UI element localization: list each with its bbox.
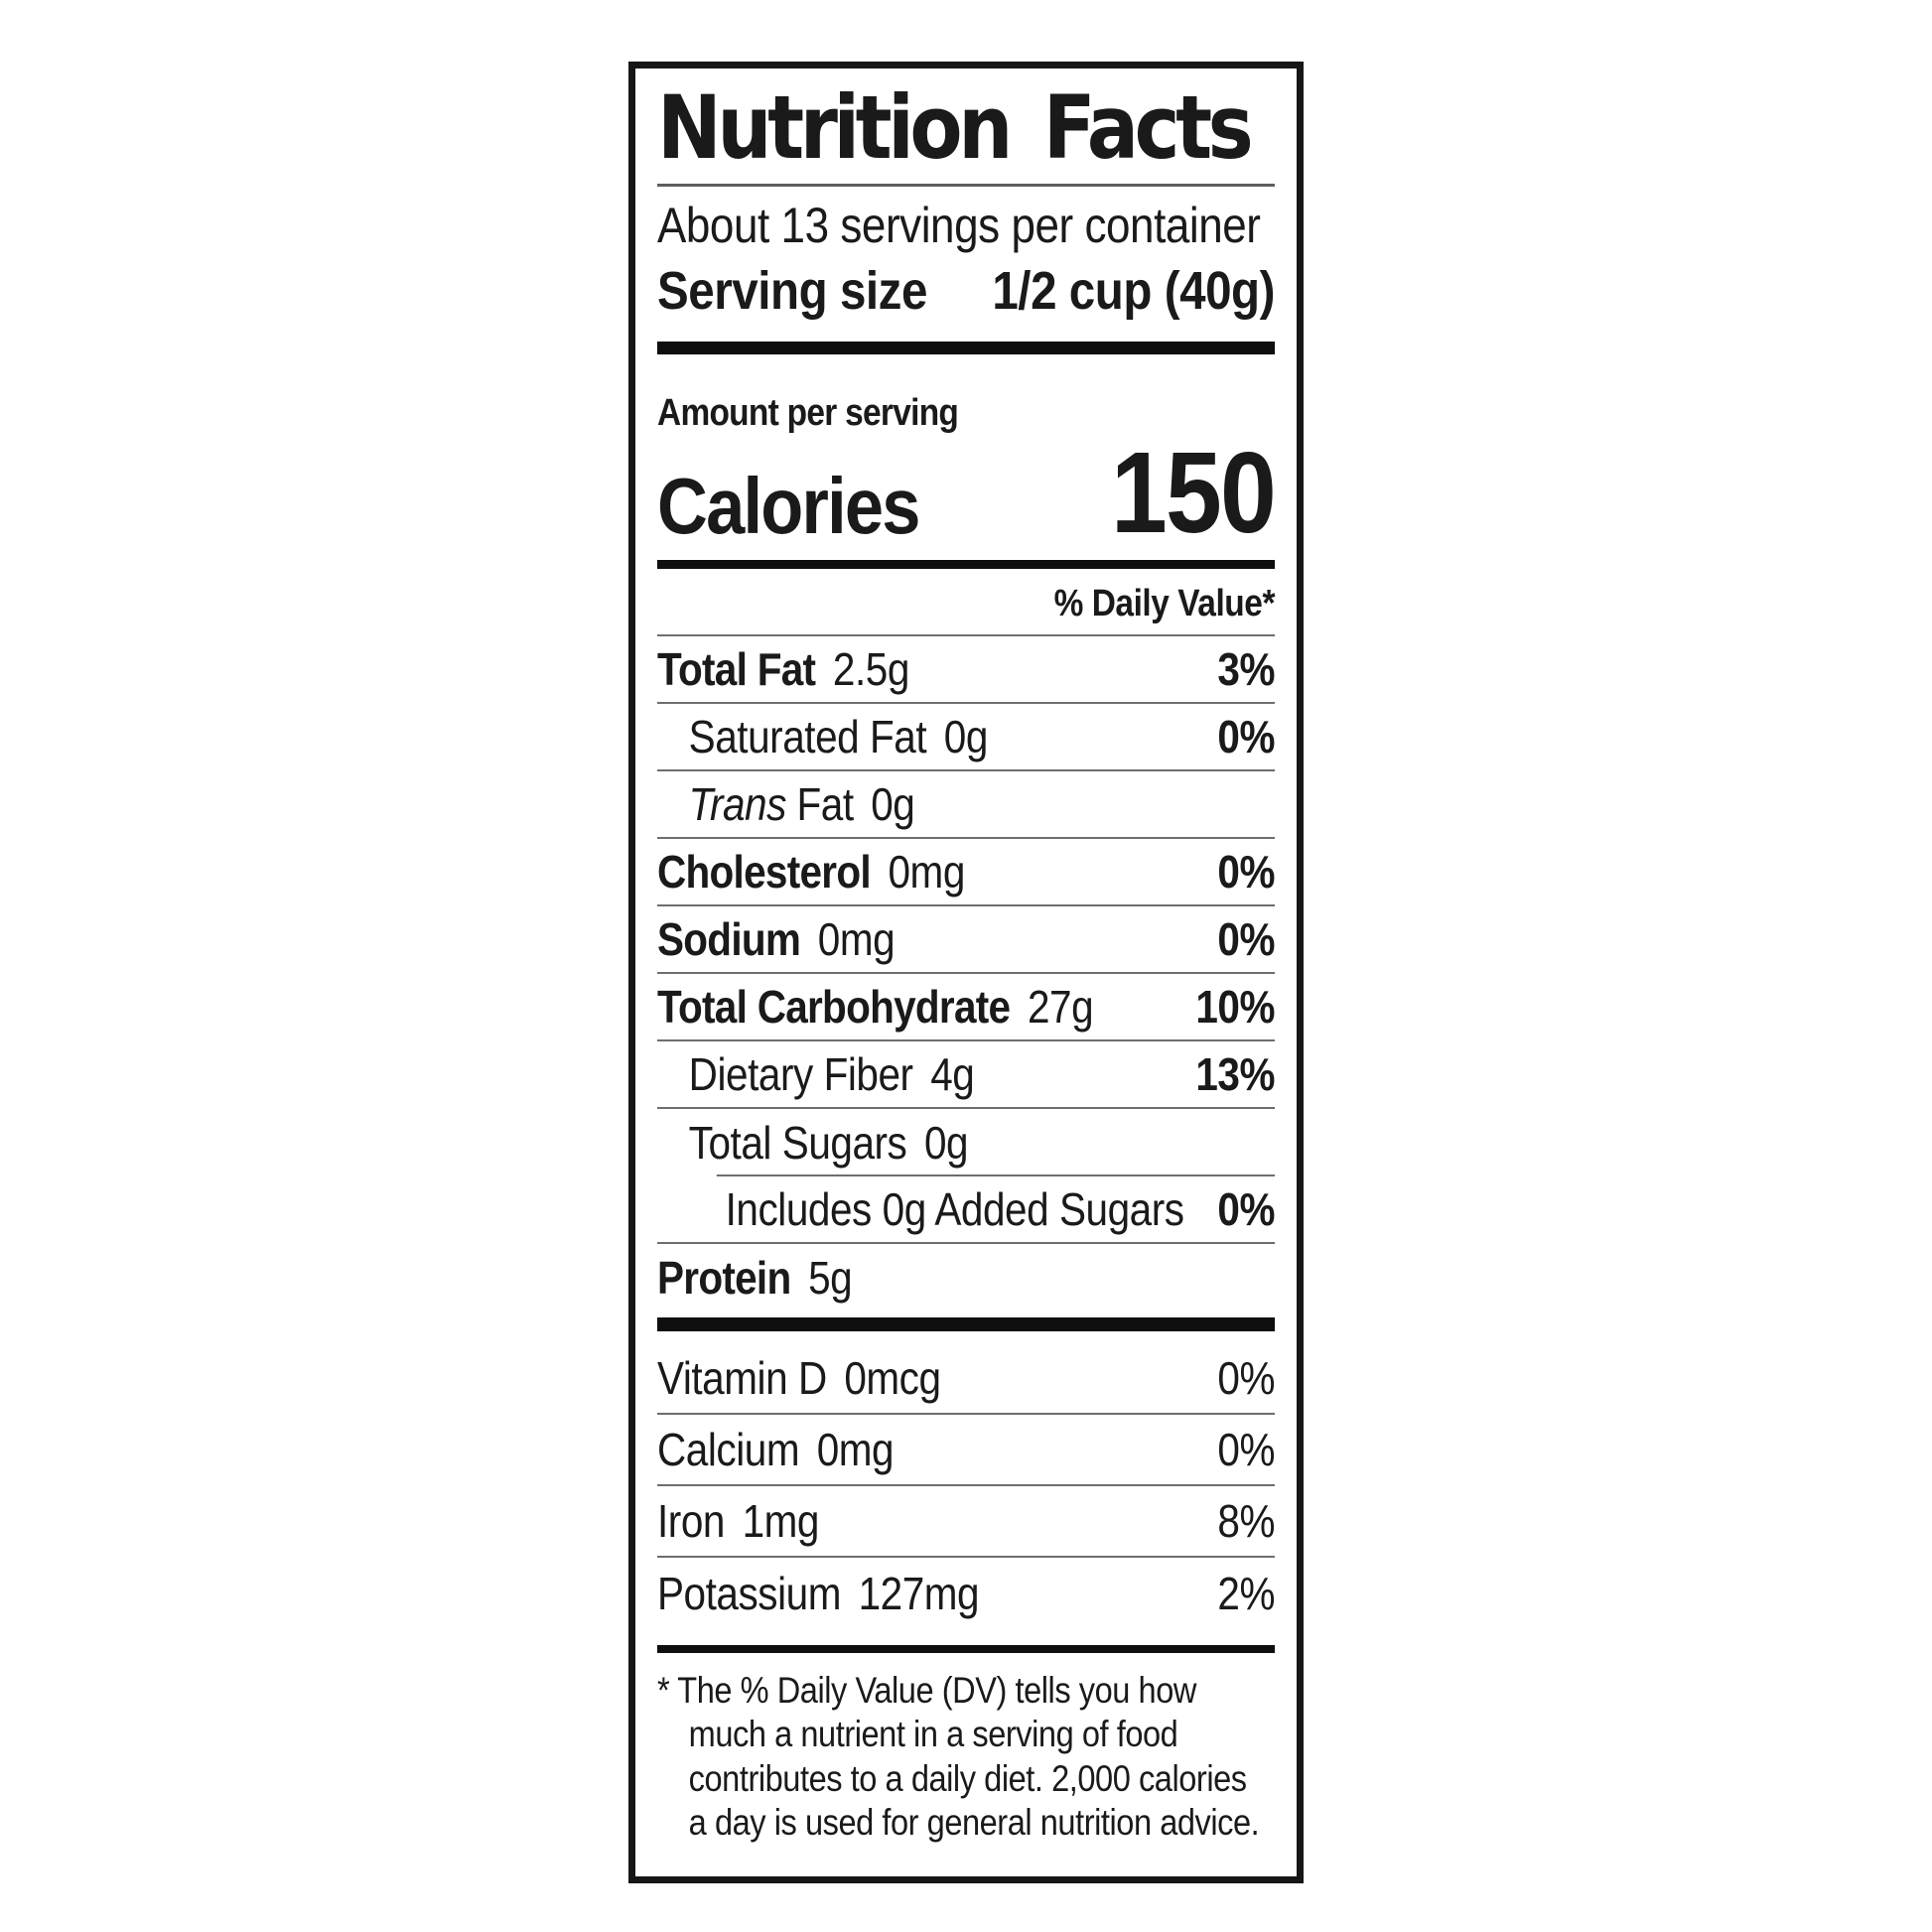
nutrient-row: Saturated Fat 0g 0% (657, 704, 1275, 771)
amount-per-serving-label: Amount per serving (657, 392, 959, 434)
nutrient-amount: 0g (943, 710, 989, 762)
nutrient-name: Total Carbohydrate (657, 980, 1011, 1033)
nutrient-row: Protein 5g (657, 1244, 1275, 1311)
vitamin-row: Potassium 127mg 2% (657, 1558, 1275, 1629)
nutrient-row: Sodium 0mg 0% (657, 906, 1275, 974)
vitamin-daily-value: 0% (1217, 1423, 1276, 1475)
vitamin-name-group: Calcium 0mg (657, 1423, 895, 1475)
serving-size-label: Serving size (657, 261, 927, 321)
nutrient-daily-value: 0% (1217, 912, 1276, 965)
nutrient-row: Includes 0g Added Sugars 0% (657, 1176, 1275, 1244)
nutrient-name-group: Total Fat 2.5g (657, 646, 909, 692)
nutrient-row: Trans Fat 0g (657, 771, 1276, 839)
separator-above-footnote (657, 1644, 1276, 1653)
nutrient-daily-value: 10% (1195, 980, 1276, 1033)
vitamin-row: Vitamin D 0mcg 0% (657, 1343, 1275, 1415)
nutrient-name-group: Total Carbohydrate 27g (657, 980, 1094, 1033)
nutrient-name: Dietary Fiber (688, 1047, 913, 1100)
nutrient-daily-value: 0% (1217, 710, 1276, 762)
vitamin-row: Calcium 0mg 0% (657, 1415, 1275, 1486)
nutrient-amount: 0g (871, 777, 915, 830)
nutrient-name-group: Trans Fat 0g (689, 781, 915, 827)
nutrient-row: Cholesterol 0mg 0% (657, 839, 1275, 906)
calories-label: Calories (657, 461, 920, 550)
vitamin-daily-value: 8% (1217, 1494, 1276, 1547)
nutrient-amount: 5g (808, 1251, 853, 1304)
nutrient-name-group: Saturated Fat 0g (688, 710, 989, 762)
nutrient-amount: 4g (930, 1047, 975, 1100)
nutrient-row: Dietary Fiber 4g 13% (657, 1041, 1275, 1109)
nutrient-daily-value: 13% (1195, 1047, 1276, 1100)
vitamin-name-group: Vitamin D 0mcg (657, 1355, 941, 1401)
nutrition-facts-content: Nutrition Facts About 13 servings per co… (657, 76, 1277, 1846)
nutrient-name-group: Cholesterol 0mg (657, 849, 965, 895)
vitamin-amount: 0mg (816, 1423, 895, 1475)
serving-size-row: Serving size 1/2 cup (40g) (657, 264, 1275, 318)
separator-under-dv-header (657, 633, 1276, 636)
vitamin-daily-value: 0% (1217, 1351, 1276, 1404)
vitamin-name-group: Iron 1mg (657, 1498, 819, 1544)
vitamin-amount: 1mg (742, 1494, 820, 1547)
footnote-line: * The % Daily Value (DV) tells you how (657, 1669, 1196, 1711)
vitamin-amount: 127mg (858, 1567, 980, 1619)
vitamin-daily-value: 2% (1217, 1567, 1276, 1619)
separator-under-calories (657, 559, 1276, 569)
nutrient-daily-value: 0% (1217, 845, 1276, 897)
nutrient-name-group: Sodium 0mg (657, 912, 896, 965)
serving-size-value: 1/2 cup (40g) (992, 261, 1276, 321)
vitamin-name: Potassium (657, 1567, 841, 1619)
nutrient-row: Total Fat 2.5g 3% (657, 636, 1275, 704)
vitamin-row: Iron 1mg 8% (657, 1486, 1275, 1558)
vitamin-name: Vitamin D (657, 1351, 827, 1404)
nutrient-name: Includes 0g Added Sugars (725, 1182, 1184, 1235)
nutrient-name-italic-prefix: Trans (688, 777, 787, 830)
nutrient-name-group: Dietary Fiber 4g (689, 1051, 975, 1097)
servings-per-container: About 13 servings per container (657, 198, 1261, 253)
thick-bar-top (657, 342, 1276, 354)
nutrient-amount: 0mg (888, 845, 965, 897)
footnote-line: much a nutrient in a serving of food (688, 1714, 1178, 1755)
daily-value-header: % Daily Value* (1053, 582, 1276, 624)
vitamin-name: Calcium (657, 1423, 800, 1475)
nutrient-name-group: Includes 0g Added Sugars (726, 1186, 1184, 1232)
nutrient-name-group: Total Sugars 0g (688, 1116, 969, 1169)
label-title: Nutrition Facts (657, 76, 1254, 179)
footnote-line: contributes to a daily diet. 2,000 calor… (688, 1757, 1247, 1799)
nutrient-name: Sodium (657, 912, 801, 965)
footnote: * The % Daily Value (DV) tells you how mu… (657, 1669, 1275, 1846)
nutrient-name: Cholesterol (657, 845, 872, 897)
nutrition-facts-panel: Nutrition Facts About 13 servings per co… (628, 62, 1304, 1883)
vitamin-amount: 0mcg (844, 1351, 941, 1404)
calories-value: 150 (1111, 428, 1277, 557)
vitamin-name: Iron (657, 1494, 725, 1547)
thick-bar-middle (657, 1316, 1276, 1331)
nutrient-name: Saturated Fat (688, 710, 927, 762)
nutrient-name-group: Protein 5g (657, 1251, 853, 1304)
calories-row: Calories 150 (657, 428, 1277, 557)
nutrient-name: Fat (796, 777, 854, 830)
nutrient-row: Total Carbohydrate 27g 10% (657, 974, 1275, 1041)
vitamin-rows: Vitamin D 0mcg 0% Calcium 0mg 0% Iron 1m… (657, 1331, 1275, 1629)
vitamin-name-group: Potassium 127mg (657, 1567, 980, 1619)
nutrient-amount: 2.5g (832, 642, 909, 695)
nutrient-amount: 27g (1027, 980, 1094, 1033)
nutrient-daily-value: 3% (1217, 642, 1276, 695)
nutrient-amount: 0g (923, 1116, 969, 1169)
nutrient-rows: Total Fat 2.5g 3% Saturated Fat 0g 0% Tr… (657, 636, 1275, 1311)
nutrient-daily-value: 0% (1217, 1182, 1276, 1235)
nutrient-name: Protein (657, 1251, 791, 1304)
separator-under-title (657, 184, 1276, 187)
nutrient-name: Total Sugars (688, 1116, 907, 1169)
nutrient-amount: 0mg (817, 912, 896, 965)
footnote-line: a day is used for general nutrition advi… (688, 1801, 1260, 1843)
nutrient-name: Total Fat (657, 642, 816, 695)
nutrient-row: Total Sugars 0g (657, 1109, 1276, 1176)
